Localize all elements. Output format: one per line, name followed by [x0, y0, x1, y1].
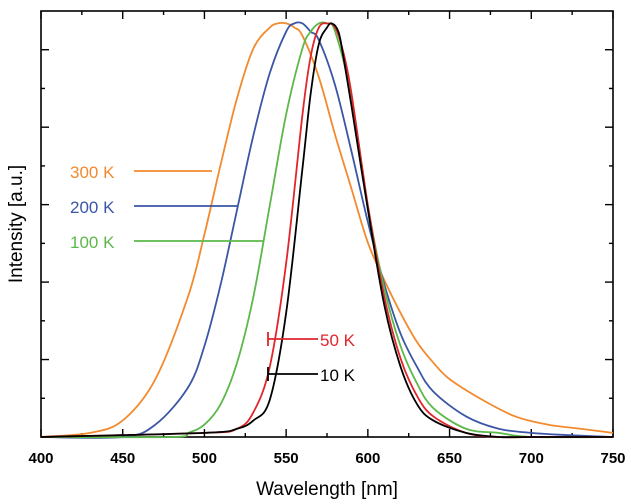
axis-ticks — [40, 11, 614, 437]
series-line-200k — [40, 21, 614, 439]
legend-item-100k: 100 K — [70, 233, 264, 252]
x-axis-title: Wavelength [nm] — [256, 479, 398, 500]
x-tick-label: 700 — [519, 450, 544, 467]
x-tick-label: 550 — [274, 450, 299, 467]
legend-label: 200 K — [70, 198, 115, 217]
x-tick-label: 750 — [600, 450, 625, 467]
legend-label: 10 K — [320, 366, 356, 385]
x-tick-label: 650 — [437, 450, 462, 467]
x-tick-labels: 400 450 500 550 600 650 700 750 — [28, 450, 625, 467]
x-tick-label: 400 — [28, 450, 53, 467]
legend: 300 K 200 K 100 K 50 K 10 K — [70, 163, 356, 385]
x-tick-label: 600 — [355, 450, 380, 467]
legend-item-300k: 300 K — [70, 163, 212, 182]
x-tick-label: 500 — [192, 450, 217, 467]
series-line-50k — [40, 22, 613, 439]
series-curves — [40, 21, 614, 439]
y-axis-title: Intensity [a.u.] — [6, 165, 27, 283]
legend-item-50k: 50 K — [267, 331, 356, 350]
legend-label: 50 K — [320, 331, 356, 350]
legend-item-200k: 200 K — [70, 198, 238, 217]
legend-label: 300 K — [70, 163, 115, 182]
legend-item-10k: 10 K — [267, 366, 356, 385]
legend-label: 100 K — [70, 233, 115, 252]
x-tick-label: 450 — [110, 450, 135, 467]
series-line-100k — [40, 21, 614, 439]
series-line-10k — [40, 22, 613, 439]
